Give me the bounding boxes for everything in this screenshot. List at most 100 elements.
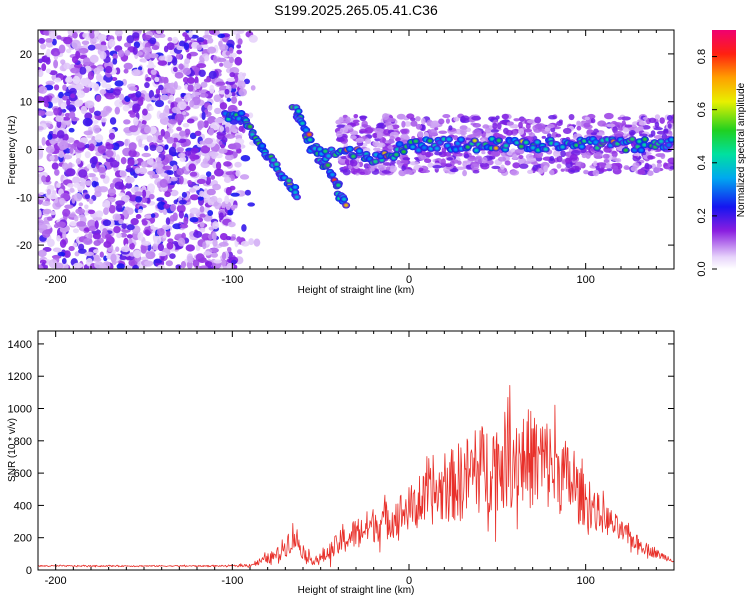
- noise-blob: [79, 214, 86, 219]
- noise-blob: [218, 140, 223, 146]
- noise-blob: [123, 42, 132, 48]
- noise-blob: [115, 246, 120, 252]
- noise-blob: [73, 262, 84, 269]
- band-halo-blob: [406, 113, 415, 119]
- noise-blob: [165, 54, 173, 63]
- signal-blob: [437, 140, 443, 145]
- band-halo-blob: [388, 165, 398, 173]
- band-halo-blob: [372, 147, 381, 152]
- noise-blob: [128, 142, 137, 151]
- noise-blob: [127, 93, 135, 98]
- band-halo-blob: [656, 159, 662, 164]
- spectrogram-xlabel: Height of straight line (km): [298, 285, 415, 296]
- noise-blob: [202, 34, 213, 39]
- band-halo-blob: [500, 164, 505, 170]
- snr-xtick-label: 0: [406, 575, 412, 587]
- noise-blob: [178, 152, 186, 159]
- band-halo-blob: [481, 156, 488, 164]
- noise-blob: [63, 36, 73, 45]
- band-halo-blob: [501, 113, 509, 120]
- noise-blob: [225, 133, 236, 139]
- noise-blob: [60, 59, 66, 65]
- band-halo-blob: [666, 114, 673, 121]
- band-halo-blob: [615, 162, 622, 167]
- band-halo-blob: [555, 133, 562, 138]
- noise-blob: [114, 30, 123, 37]
- noise-blob: [113, 225, 121, 234]
- noise-blob: [182, 32, 188, 37]
- band-halo-blob: [460, 131, 467, 136]
- noise-blob: [67, 183, 74, 188]
- band-halo-blob: [604, 112, 614, 120]
- noise-blob: [158, 84, 164, 91]
- band-halo-blob: [611, 150, 618, 158]
- noise-blob: [208, 30, 216, 35]
- band-halo-blob: [593, 160, 598, 167]
- noise-blob: [92, 119, 99, 125]
- band-halo-blob: [336, 124, 346, 128]
- noise-blob: [170, 177, 178, 182]
- noise-blob: [72, 228, 79, 234]
- noise-blob: [172, 57, 178, 66]
- noise-blob: [45, 37, 54, 43]
- noise-blob: [178, 199, 187, 205]
- noise-blob: [225, 171, 236, 176]
- noise-blob: [146, 64, 156, 69]
- noise-blob: [175, 264, 182, 269]
- noise-blob: [172, 66, 178, 73]
- noise-blob: [38, 209, 42, 218]
- noise-blob: [97, 166, 107, 174]
- band-halo-blob: [592, 169, 600, 177]
- band-halo-blob: [550, 127, 556, 133]
- noise-blob: [208, 151, 219, 157]
- noise-blob: [103, 105, 112, 114]
- noise-blob: [176, 126, 182, 132]
- signal-blob: [282, 176, 287, 180]
- band-halo-blob: [598, 163, 606, 168]
- noise-blob: [54, 77, 62, 83]
- signal-blob: [401, 149, 407, 154]
- noise-blob: [196, 178, 206, 185]
- noise-blob: [239, 174, 250, 180]
- spectrogram-marks: [38, 30, 674, 269]
- noise-blob: [58, 44, 66, 54]
- noise-blob: [51, 162, 59, 170]
- signal-blob: [579, 144, 585, 149]
- noise-blob: [164, 104, 170, 114]
- band-halo-blob: [389, 135, 395, 141]
- band-halo-blob: [531, 161, 539, 165]
- noise-blob: [224, 88, 230, 95]
- colorbar-gradient: [712, 30, 736, 269]
- colorbar-ticks: 0.0 0.2 0.4 0.6 0.8: [696, 49, 717, 277]
- noise-blob: [230, 125, 236, 133]
- noise-blob: [226, 97, 232, 102]
- band-halo-blob: [466, 127, 472, 133]
- signal-blob: [335, 183, 341, 188]
- band-halo-blob: [632, 162, 640, 169]
- noise-blob: [116, 263, 125, 269]
- noise-blob: [38, 126, 44, 131]
- noise-blob: [214, 107, 222, 115]
- noise-blob: [130, 261, 135, 267]
- noise-blob: [91, 162, 96, 169]
- noise-blob: [126, 224, 135, 231]
- noise-blob: [166, 170, 174, 176]
- band-halo-blob: [472, 169, 480, 174]
- noise-blob: [151, 161, 158, 169]
- band-halo-blob: [390, 160, 396, 165]
- noise-blob: [200, 227, 206, 233]
- band-halo-blob: [504, 160, 511, 166]
- noise-blob: [242, 72, 247, 77]
- noise-blob: [170, 189, 179, 197]
- noise-blob: [178, 40, 186, 47]
- noise-blob: [68, 127, 75, 133]
- noise-blob: [248, 238, 255, 246]
- noise-blob: [101, 80, 107, 88]
- noise-blob: [78, 169, 88, 178]
- noise-blob: [62, 208, 71, 217]
- band-halo-blob: [339, 158, 346, 164]
- noise-blob: [212, 183, 221, 191]
- noise-blob: [102, 199, 111, 208]
- band-halo-blob: [335, 130, 343, 138]
